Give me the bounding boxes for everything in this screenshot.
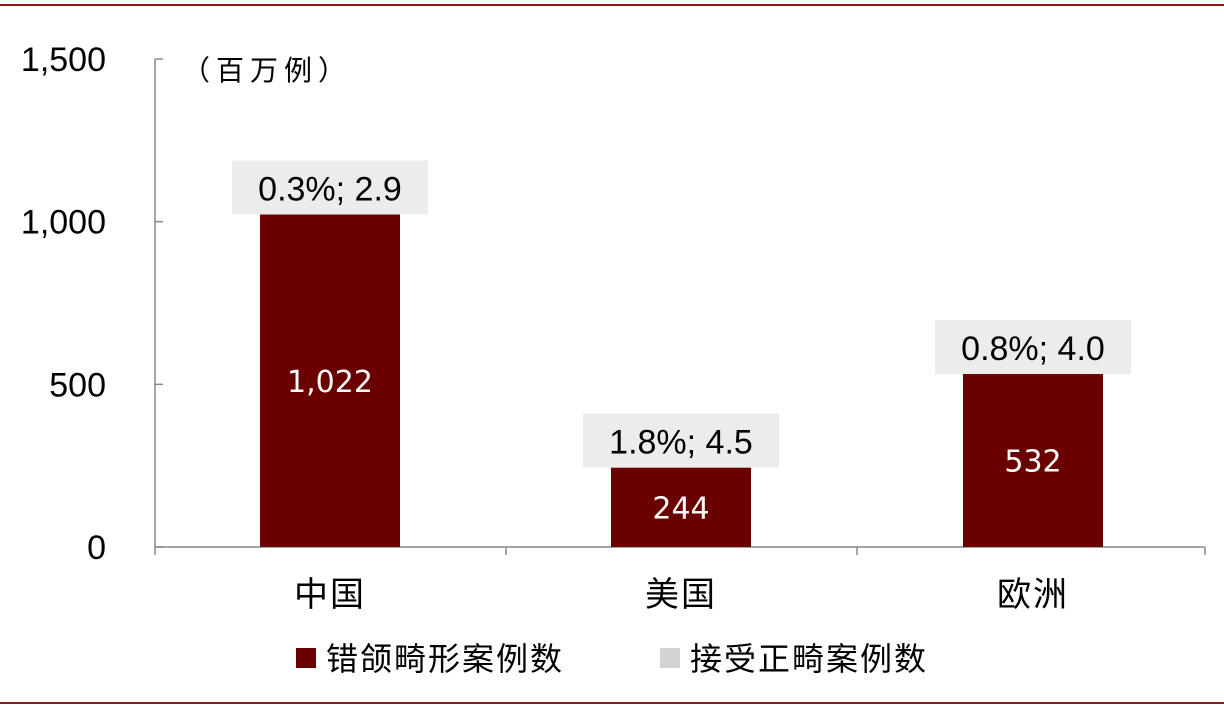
y-tick-label: 500	[49, 366, 106, 404]
top-label-box	[232, 160, 428, 215]
x-category-label: 中国	[294, 575, 366, 615]
bar-1	[260, 214, 400, 547]
top-frame-line	[0, 4, 1224, 6]
top-label-box	[935, 319, 1131, 374]
x-category-label: 美国	[645, 575, 717, 615]
top-label: 0.8%; 4.0	[961, 330, 1105, 368]
top-label-box	[583, 413, 779, 468]
bar-value-label: 1,022	[287, 365, 373, 400]
bottom-frame-line	[0, 702, 1224, 704]
unit-label: （百万例）	[182, 54, 352, 87]
legend-swatch-1	[296, 648, 316, 668]
bar-2	[611, 467, 751, 547]
y-tick-label: 1,000	[21, 204, 106, 242]
legend-swatch-2	[660, 648, 680, 668]
x-category-label: 欧洲	[997, 575, 1069, 615]
legend-label-1: 错颌畸形案例数	[326, 640, 564, 678]
top-label: 0.3%; 2.9	[258, 171, 402, 209]
y-tick-label: 0	[87, 529, 106, 567]
bar-3	[963, 373, 1103, 547]
y-tick-label: 1,500	[21, 41, 106, 79]
bar-value-label: 532	[1004, 444, 1061, 479]
legend-label-2: 接受正畸案例数	[690, 640, 928, 678]
top-label: 1.8%; 4.5	[609, 424, 753, 462]
bar-value-label: 244	[652, 491, 709, 526]
